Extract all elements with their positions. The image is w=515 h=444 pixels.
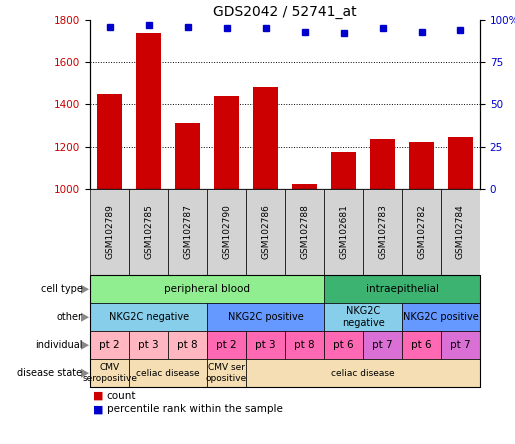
Bar	[168, 189, 207, 275]
Text: disease state: disease state	[18, 368, 82, 378]
Text: pt 3: pt 3	[255, 340, 276, 350]
Bar	[253, 87, 278, 189]
Bar	[402, 189, 441, 275]
Text: pt 2: pt 2	[99, 340, 120, 350]
Bar	[214, 96, 239, 189]
Bar	[324, 189, 363, 275]
Text: NKG2C positive: NKG2C positive	[228, 312, 303, 322]
Text: peripheral blood: peripheral blood	[164, 284, 250, 294]
Bar	[448, 137, 473, 189]
Bar	[441, 189, 480, 275]
Bar	[363, 189, 402, 275]
Bar	[129, 189, 168, 275]
Text: celiac disease: celiac disease	[331, 369, 395, 378]
Text: other: other	[57, 312, 82, 322]
Text: GSM102787: GSM102787	[183, 205, 192, 259]
Text: NKG2C negative: NKG2C negative	[109, 312, 188, 322]
Text: pt 6: pt 6	[333, 340, 354, 350]
Text: CMV ser
opositive: CMV ser opositive	[206, 364, 247, 383]
Text: GSM102785: GSM102785	[144, 205, 153, 259]
Text: pt 7: pt 7	[450, 340, 471, 350]
Bar	[90, 189, 129, 275]
Text: NKG2C positive: NKG2C positive	[403, 312, 479, 322]
Bar	[285, 189, 324, 275]
Text: pt 2: pt 2	[216, 340, 237, 350]
Polygon shape	[81, 341, 89, 350]
Text: pt 3: pt 3	[139, 340, 159, 350]
Text: GSM102782: GSM102782	[417, 205, 426, 259]
Bar	[136, 33, 161, 189]
Bar	[97, 94, 122, 189]
Text: ■: ■	[93, 391, 103, 401]
Text: pt 8: pt 8	[294, 340, 315, 350]
Text: GSM102784: GSM102784	[456, 205, 465, 259]
Bar	[331, 152, 356, 189]
Text: GSM102783: GSM102783	[378, 205, 387, 259]
Bar	[370, 139, 395, 189]
Text: percentile rank within the sample: percentile rank within the sample	[107, 404, 283, 414]
Text: GSM102790: GSM102790	[222, 205, 231, 259]
Title: GDS2042 / 52741_at: GDS2042 / 52741_at	[213, 5, 357, 19]
Text: pt 7: pt 7	[372, 340, 393, 350]
Bar	[292, 185, 317, 189]
Polygon shape	[81, 369, 89, 378]
Bar	[207, 189, 246, 275]
Text: GSM102789: GSM102789	[105, 205, 114, 259]
Text: celiac disease: celiac disease	[136, 369, 200, 378]
Bar	[409, 142, 434, 189]
Text: pt 8: pt 8	[177, 340, 198, 350]
Text: NKG2C
negative: NKG2C negative	[341, 306, 384, 328]
Polygon shape	[81, 285, 89, 294]
Text: GSM102788: GSM102788	[300, 205, 309, 259]
Text: ■: ■	[93, 404, 103, 414]
Text: individual: individual	[35, 340, 82, 350]
Bar	[246, 189, 285, 275]
Bar	[175, 123, 200, 189]
Text: GSM102786: GSM102786	[261, 205, 270, 259]
Text: cell type: cell type	[41, 284, 82, 294]
Text: pt 6: pt 6	[411, 340, 432, 350]
Text: count: count	[107, 391, 136, 401]
Text: CMV
seropositive: CMV seropositive	[82, 364, 137, 383]
Polygon shape	[81, 313, 89, 322]
Text: intraepithelial: intraepithelial	[366, 284, 438, 294]
Text: GSM102681: GSM102681	[339, 205, 348, 259]
